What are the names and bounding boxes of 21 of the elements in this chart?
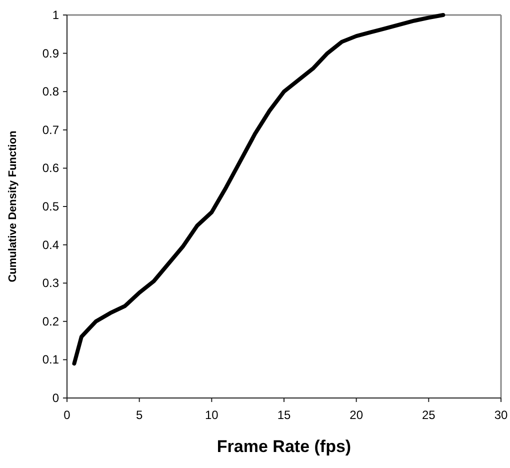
y-tick-label: 0.9	[42, 46, 60, 60]
y-axis-title: Cumulative Density Function	[7, 130, 19, 282]
y-tick-label: 0.7	[42, 122, 60, 137]
x-tick-label: 10	[204, 408, 219, 422]
x-tick-label: 15	[277, 408, 291, 422]
y-tick-label: 0.4	[42, 238, 60, 252]
x-tick-label: 5	[136, 408, 143, 422]
y-tick-label: 0.8	[42, 84, 60, 99]
x-tick-label: 0	[64, 408, 71, 422]
y-tick-label: 0.5	[42, 200, 60, 214]
x-tick-label: 25	[422, 408, 436, 422]
x-axis-title: Frame Rate (fps)	[216, 437, 352, 456]
x-tick-label: 30	[494, 408, 508, 422]
x-tick-label: 20	[350, 408, 364, 422]
y-tick-label: 0	[52, 391, 60, 405]
y-tick-label: 0.6	[42, 161, 60, 176]
y-tick-label: 1	[52, 8, 60, 22]
y-tick-label: 0.2	[42, 314, 60, 328]
y-tick-label: 0.1	[42, 352, 60, 367]
line-series	[72, 13, 446, 366]
y-tick-label: 0.3	[42, 276, 60, 290]
